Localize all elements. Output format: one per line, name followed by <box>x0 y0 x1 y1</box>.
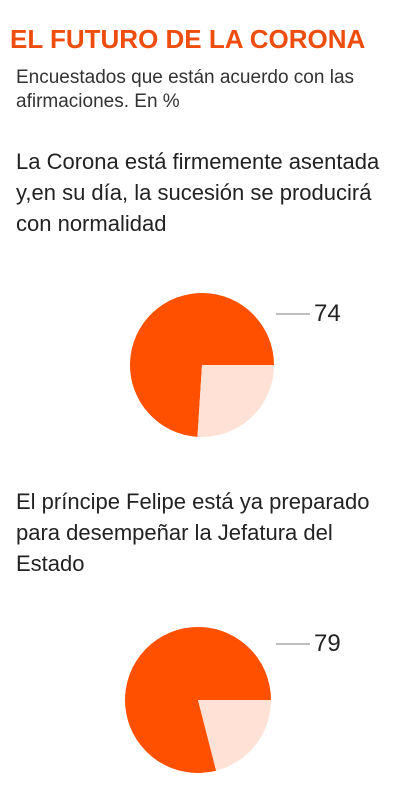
pie-slice-agree <box>130 293 274 437</box>
question-2-text: El príncipe Felipe está ya preparado par… <box>16 489 370 576</box>
pie-slice-rest <box>198 700 271 771</box>
pie-value-label: 79 <box>314 630 341 657</box>
chart-subtitle: Encuestados que están acuerdo con las af… <box>16 67 355 112</box>
pie-chart-2: 79 <box>125 627 341 773</box>
question-1-text: La Corona está firmemente asentada y,en … <box>16 149 380 236</box>
pie-value-label: 74 <box>314 300 341 327</box>
chart-title: EL FUTURO DE LA CORONA <box>10 24 366 54</box>
pie-chart-1: 74 <box>130 293 341 437</box>
pie-slice-rest <box>197 365 274 437</box>
